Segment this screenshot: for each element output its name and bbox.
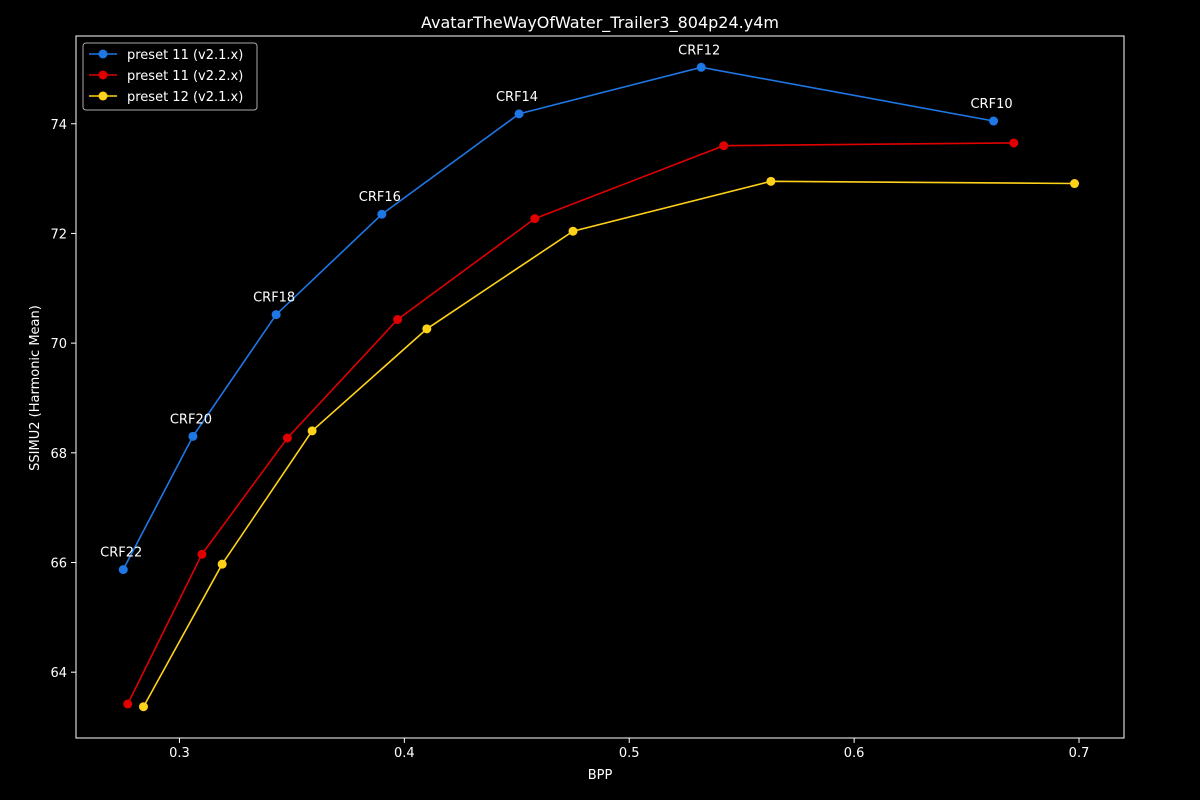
data-point — [568, 226, 578, 236]
series-1 — [118, 62, 999, 575]
legend-marker — [98, 70, 108, 80]
legend-label: preset 12 (v2.1.x) — [127, 90, 243, 105]
data-point — [138, 702, 148, 712]
data-point — [422, 324, 432, 334]
legend-frame — [82, 42, 258, 111]
y-axis-label: SSIMU2 (Harmonic Mean) — [28, 305, 43, 471]
legend-label: preset 11 (v2.1.x) — [127, 48, 243, 63]
y-tick-label: 68 — [50, 447, 67, 462]
legend-entry: preset 11 (v2.2.x) — [89, 69, 243, 84]
crf-annotation: CRF18 — [253, 291, 295, 306]
data-point — [530, 214, 540, 224]
data-point — [217, 559, 227, 569]
y-tick-label: 64 — [50, 666, 67, 681]
data-point — [514, 109, 524, 119]
x-axis: 0.3 0.4 0.5 0.6 0.7 — [169, 738, 1089, 761]
data-point — [766, 176, 776, 186]
legend-label: preset 11 (v2.2.x) — [127, 69, 243, 84]
crf-annotation: CRF14 — [496, 90, 538, 105]
x-tick-label: 0.7 — [1069, 746, 1090, 761]
crf-annotation: CRF10 — [970, 97, 1012, 112]
x-tick-label: 0.3 — [169, 746, 190, 761]
annotation-layer: CRF22 CRF20 CRF18 CRF16 CRF14 CRF12 CRF10 — [100, 43, 1012, 560]
data-point — [1070, 179, 1080, 189]
data-point — [307, 426, 317, 436]
data-point — [393, 315, 403, 325]
y-tick-label: 74 — [50, 118, 67, 133]
crf-annotation: CRF16 — [359, 190, 401, 205]
legend-entry: preset 11 (v2.1.x) — [89, 48, 243, 63]
series-layer — [118, 62, 1080, 712]
crf-annotation: CRF20 — [170, 412, 212, 427]
y-axis: 64 66 68 70 72 74 — [50, 118, 76, 681]
series-2 — [123, 138, 1019, 709]
y-tick-label: 72 — [50, 227, 67, 242]
series-3 — [138, 176, 1080, 712]
data-point — [271, 310, 281, 320]
crf-annotation: CRF12 — [678, 43, 720, 58]
x-tick-label: 0.4 — [394, 746, 415, 761]
data-point — [188, 431, 198, 441]
legend: preset 11 (v2.1.x) preset 11 (v2.2.x) pres… — [82, 42, 258, 111]
x-tick-label: 0.5 — [619, 746, 640, 761]
y-tick-label: 66 — [50, 557, 67, 572]
data-point — [377, 209, 387, 219]
data-point — [197, 549, 207, 559]
data-point — [1009, 138, 1019, 148]
crf-annotation: CRF22 — [100, 546, 142, 561]
data-point — [282, 433, 292, 443]
data-point — [719, 141, 729, 151]
legend-marker — [98, 91, 108, 101]
legend-marker — [98, 49, 108, 59]
chart-title: AvatarTheWayOfWater_Trailer3_804p24.y4m — [421, 13, 779, 33]
x-tick-label: 0.6 — [844, 746, 865, 761]
plot-frame — [75, 35, 1125, 739]
data-point — [696, 62, 706, 72]
data-point — [118, 565, 128, 575]
data-point — [989, 116, 999, 126]
data-point — [123, 699, 133, 709]
legend-entry: preset 12 (v2.1.x) — [89, 90, 243, 105]
x-axis-label: BPP — [588, 768, 613, 783]
y-tick-label: 70 — [50, 337, 67, 352]
